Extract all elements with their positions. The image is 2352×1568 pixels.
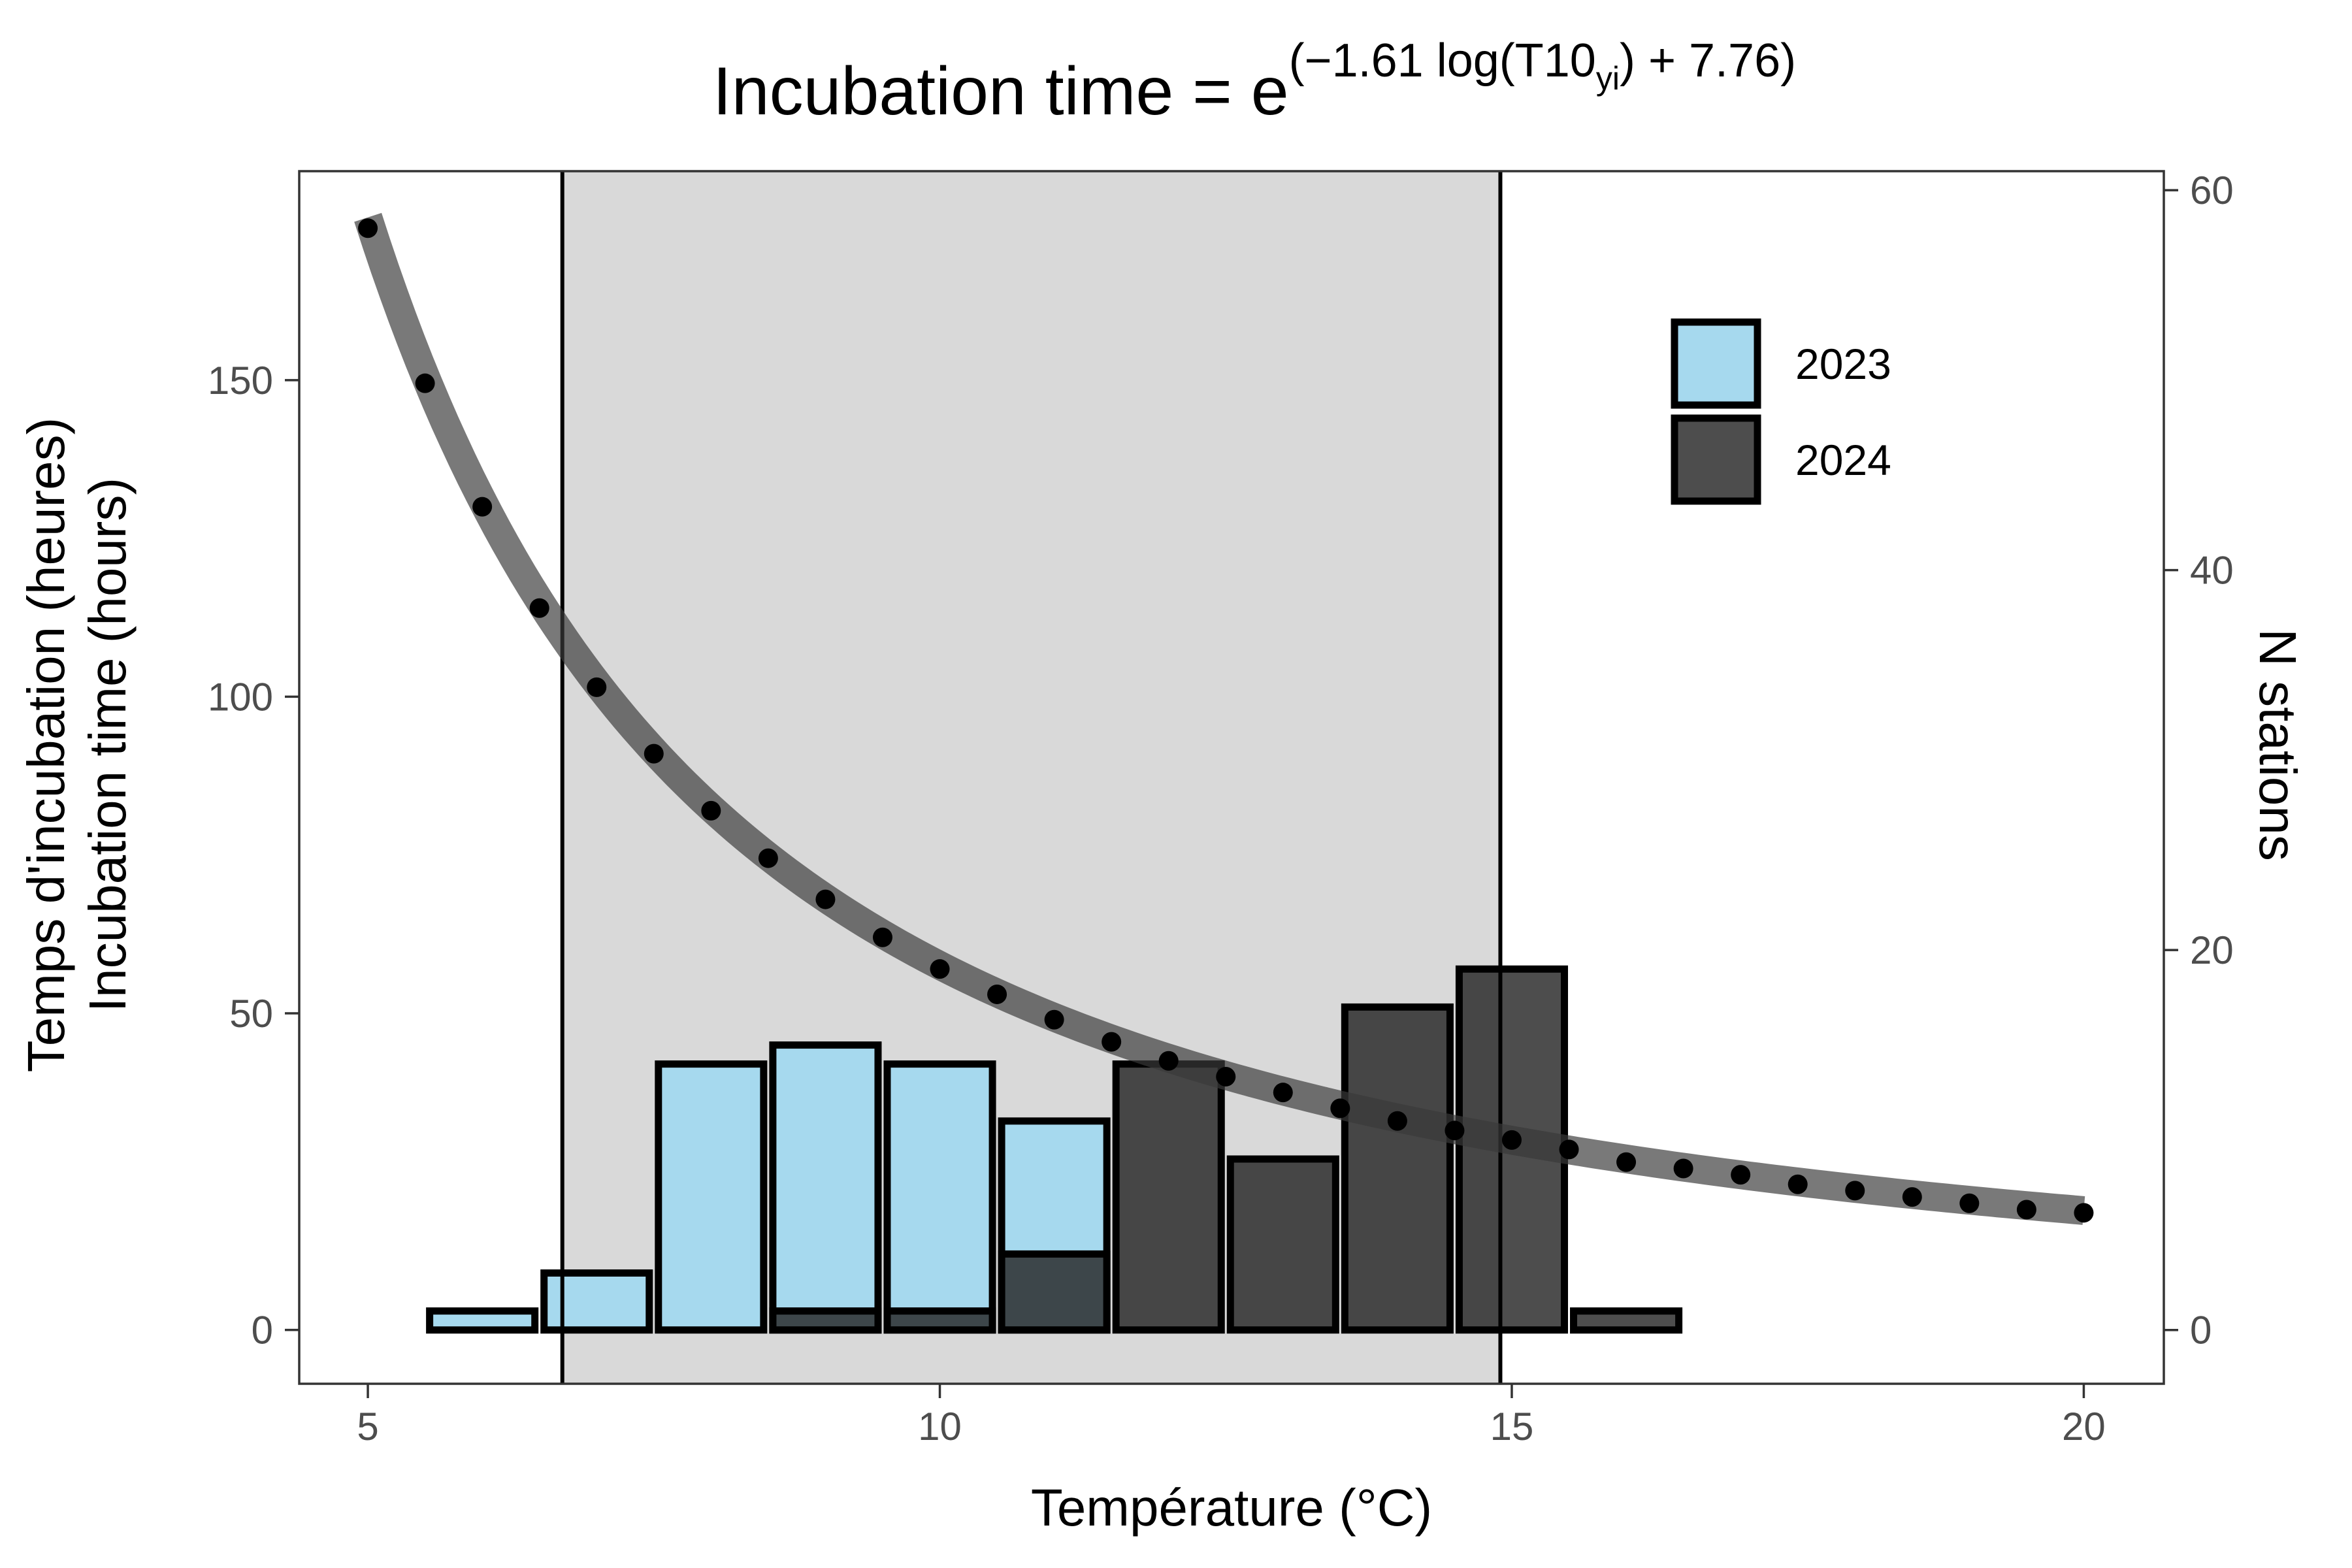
bar-2024-11 [998, 1250, 1111, 1334]
y-axis-left-title-line1: Temps d'incubation (heures) [17, 417, 75, 1072]
y-axis-right-title-wrap: N stations [2249, 629, 2307, 861]
point-17.5 [1788, 1174, 1808, 1194]
x-tick-label-15: 15 [1490, 1405, 1534, 1448]
y-axis-right-title: N stations [2249, 629, 2307, 861]
point-12 [1158, 1051, 1179, 1071]
y-right-tick-label-40: 40 [2190, 549, 2234, 593]
point-16.5 [1673, 1158, 1693, 1179]
bar-2024-10 [883, 1307, 996, 1334]
legend-label-2023: 2023 [1795, 340, 1891, 388]
point-17 [1731, 1165, 1751, 1185]
point-15 [1501, 1130, 1522, 1150]
panel-border [298, 170, 2165, 1385]
y-right-tick-label-0: 0 [2190, 1309, 2212, 1352]
y-left-tick-label-0: 0 [252, 1309, 273, 1352]
chart-title-exponent: (−1.61 log(T10 [1289, 35, 1596, 87]
x-tick-label-10: 10 [918, 1405, 962, 1448]
axes: 5 10 15 20 0 50 100 150 0 20 40 60 [208, 169, 2234, 1448]
bar-2023-9 [769, 1041, 882, 1334]
bar-2024-13 [1226, 1155, 1339, 1334]
chart-title: Incubation time = e(−1.61 log(T10yi) + 7… [713, 35, 1796, 129]
bar-2023-7 [540, 1269, 653, 1334]
point-16 [1616, 1152, 1637, 1172]
chart-title-subscript: yi [1596, 60, 1620, 97]
y-axis-left-title-line2: Incubation time (hours) [78, 478, 137, 1012]
point-10 [930, 959, 950, 979]
y-right-tick-label-20: 20 [2190, 928, 2234, 972]
point-14 [1387, 1111, 1407, 1131]
bar-2024-12 [1112, 1060, 1225, 1334]
chart-title-base: Incubation time = e [713, 54, 1289, 129]
legend-key-2024 [1671, 414, 1761, 505]
point-19.5 [2016, 1200, 2036, 1220]
x-tick-label-5: 5 [357, 1405, 378, 1448]
y-left-tick-label-150: 150 [208, 359, 273, 402]
y-axis-left-title: Temps d'incubation (heures) Incubation t… [17, 417, 137, 1072]
point-5.5 [415, 373, 435, 393]
point-18.5 [1902, 1187, 1922, 1207]
point-13.5 [1330, 1098, 1350, 1119]
point-12.5 [1216, 1066, 1236, 1086]
legend-label-2024: 2024 [1795, 436, 1891, 484]
x-tick-label-20: 20 [2062, 1405, 2106, 1448]
bar-2024-16 [1570, 1307, 1683, 1334]
point-7.5 [644, 743, 664, 764]
point-7 [587, 677, 607, 697]
point-20 [2074, 1203, 2094, 1223]
point-9 [815, 889, 836, 909]
plot-area [354, 171, 2094, 1384]
point-8.5 [758, 848, 778, 868]
svg-text:Incubation time = e(−1.61 log(: Incubation time = e(−1.61 log(T10yi) + 7… [713, 35, 1796, 129]
legend-key-2023 [1671, 318, 1761, 409]
point-11.5 [1102, 1032, 1122, 1052]
y-left-tick-label-100: 100 [208, 675, 273, 719]
y-left-tick-label-50: 50 [229, 992, 273, 1036]
point-13 [1273, 1083, 1293, 1103]
point-18 [1845, 1181, 1865, 1201]
point-6.5 [529, 598, 549, 618]
bar-2024-14 [1341, 1003, 1454, 1334]
point-10.5 [987, 984, 1007, 1004]
bar-2023-10 [883, 1060, 996, 1334]
y-right-tick-label-60: 60 [2190, 169, 2234, 212]
point-5 [358, 218, 378, 238]
point-6 [472, 497, 493, 517]
bar-2024-9 [769, 1307, 882, 1334]
bar-2023-6 [426, 1307, 539, 1334]
legend: 2023 2024 [1671, 318, 1891, 505]
x-axis-title: Température (°C) [1031, 1478, 1432, 1537]
point-15.5 [1559, 1139, 1579, 1160]
point-9.5 [872, 927, 892, 947]
plot-content [354, 171, 2094, 1384]
point-14.5 [1445, 1120, 1465, 1141]
chart-title-exponent-close: ) + 7.76) [1620, 35, 1796, 87]
point-11 [1044, 1009, 1064, 1030]
point-8 [701, 800, 721, 821]
bar-2023-8 [655, 1060, 768, 1334]
point-19 [1959, 1193, 1980, 1213]
